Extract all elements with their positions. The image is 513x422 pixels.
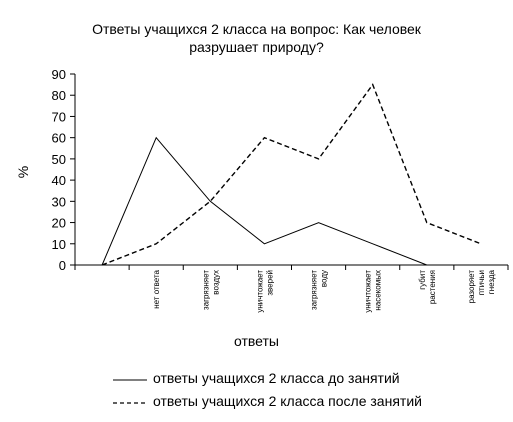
x-tick-label-line: загрязняет xyxy=(201,270,210,310)
x-tick-label-line: насекомых xyxy=(374,270,383,311)
chart-axes xyxy=(74,74,508,266)
y-axis-ticks: 0 10 20 30 40 50 60 70 80 90 xyxy=(52,67,75,273)
series-line-before xyxy=(101,136,427,266)
line-chart: 0 10 20 30 40 50 60 70 80 90 нет ответа загрязняет… xyxy=(52,67,509,313)
x-tick-label-line: гнезда xyxy=(487,269,496,294)
x-tick-label-line: воздух xyxy=(211,270,220,295)
x-axis-label: ответы xyxy=(234,333,279,349)
x-tick-label-line: воду xyxy=(320,270,329,287)
x-axis-ticks: нет ответа загрязняет воздух уничтожает звер… xyxy=(74,265,509,313)
legend-label-before: ответы учащихся 2 класса до занятий xyxy=(153,370,400,386)
y-axis-label: % xyxy=(15,165,32,179)
y-tick-label: 20 xyxy=(52,216,66,231)
x-tick-label: уничтожает насекомых xyxy=(364,270,383,313)
chart-title-line2: разрушает природу? xyxy=(189,39,324,55)
x-tick-label: уничтожает зверей xyxy=(255,270,274,313)
x-tick-label-line: птичьи xyxy=(477,270,486,295)
y-tick-label: 90 xyxy=(52,67,66,82)
legend-swatch-solid xyxy=(113,379,147,381)
series-lines xyxy=(101,83,482,266)
x-tick-label-line: уничтожает xyxy=(255,270,264,313)
x-tick-label-line: нет ответа xyxy=(152,269,161,308)
y-tick-label: 30 xyxy=(52,194,66,209)
x-tick-label: загрязняет воду xyxy=(310,270,329,310)
series-line-after xyxy=(101,83,482,266)
y-tick-label: 80 xyxy=(52,88,66,103)
legend-label-after: ответы учащихся 2 класса после занятий xyxy=(153,393,422,409)
x-tick-label-line: загрязняет xyxy=(310,270,319,310)
x-tick-label-line: растения xyxy=(428,270,437,304)
y-tick-label: 0 xyxy=(59,258,66,273)
legend-swatch-dashed xyxy=(113,402,147,404)
y-tick-label: 70 xyxy=(52,109,66,124)
x-tick-label: губит растения xyxy=(418,270,437,304)
y-tick-label: 60 xyxy=(52,131,66,146)
x-tick-label: загрязняет воздух xyxy=(201,270,220,310)
x-tick-label: разоряет птичьи гнезда xyxy=(467,269,496,303)
x-tick-label: нет ответа xyxy=(152,269,161,308)
chart-title-line1: Ответы учащихся 2 класса на вопрос: Как … xyxy=(92,21,421,37)
x-tick-label-line: разоряет xyxy=(467,270,476,304)
y-tick-label: 40 xyxy=(52,173,66,188)
x-tick-label-line: уничтожает xyxy=(364,270,373,313)
x-tick-label-line: зверей xyxy=(265,270,274,296)
y-tick-label: 50 xyxy=(52,152,66,167)
y-tick-label: 10 xyxy=(52,237,66,252)
x-tick-label-line: губит xyxy=(418,270,427,290)
